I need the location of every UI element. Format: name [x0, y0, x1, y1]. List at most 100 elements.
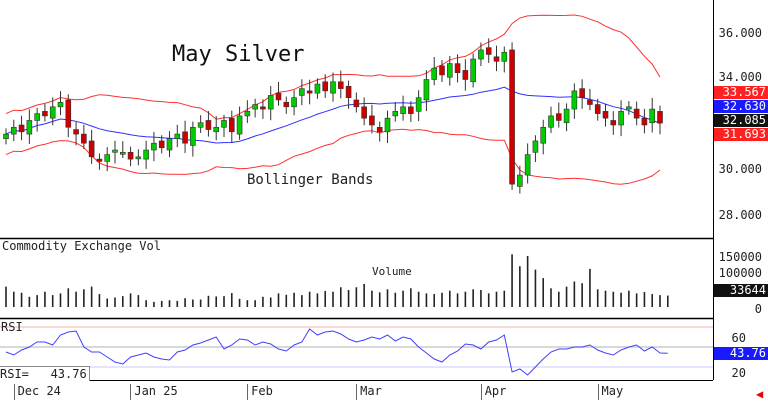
last-price-badge: 32.085: [714, 114, 768, 127]
rsi-tick: 60: [731, 331, 746, 345]
candle-body: [151, 142, 157, 151]
candle-body: [10, 126, 17, 135]
candle-body: [509, 49, 515, 185]
candle-body: [190, 126, 196, 146]
candle-body: [462, 70, 469, 80]
candle-body: [602, 111, 609, 119]
candle-body: [594, 104, 601, 114]
candle-body: [213, 126, 220, 133]
candle-body: [166, 138, 173, 151]
candle-body: [626, 106, 632, 110]
candle-body: [174, 133, 181, 139]
date-label: Feb: [247, 384, 273, 400]
candle-body: [369, 115, 375, 126]
candle-body: [182, 131, 188, 144]
upper-band-badge: 33.567: [714, 86, 768, 99]
candle-body: [454, 63, 461, 73]
candle-body: [400, 106, 406, 114]
candle-body: [618, 111, 624, 126]
rsi-panel-title: RSI: [1, 320, 23, 334]
date-label: Dec 24: [13, 384, 61, 400]
candle-body: [26, 120, 33, 135]
candle-body: [633, 108, 640, 119]
middle-band-badge: 32.630: [714, 100, 768, 113]
lower-bollinger-band: [5, 128, 661, 185]
price-tick: 30.000: [718, 162, 762, 176]
candle-body: [65, 99, 72, 128]
candle-body: [587, 99, 593, 105]
candle-body: [221, 120, 227, 128]
volume-label: Volume: [372, 265, 412, 278]
candle-body: [337, 81, 344, 89]
candle-body: [571, 90, 578, 110]
candle-body: [649, 108, 656, 124]
candle-body: [345, 86, 352, 98]
candle-body: [353, 99, 360, 108]
candle-body: [267, 95, 274, 110]
candle-body: [299, 88, 305, 96]
price-tick: 34.000: [718, 70, 762, 84]
volume-tick: 0: [754, 302, 762, 316]
candle-body: [415, 97, 422, 112]
candle-body: [104, 154, 111, 162]
candle-body: [517, 174, 523, 187]
lower-band-badge: 31.693: [714, 128, 768, 141]
candle-body: [197, 122, 204, 128]
candle-body: [478, 49, 484, 60]
candle-body: [579, 88, 585, 98]
candle-body: [49, 106, 56, 119]
candle-body: [384, 117, 391, 133]
candle-body: [275, 92, 282, 101]
candle-body: [73, 129, 79, 135]
candle-body: [657, 111, 663, 124]
candle-body: [532, 140, 539, 153]
candle-body: [641, 117, 648, 126]
candle-body: [610, 120, 617, 126]
candle-body: [555, 113, 562, 121]
last-rsi-badge: 43.76: [714, 347, 768, 360]
candle-body: [408, 106, 414, 114]
candle-body: [3, 133, 9, 139]
candle-body: [291, 97, 297, 108]
candle-body: [252, 104, 258, 110]
rsi-tick: 20: [731, 366, 746, 380]
date-label: Mar: [356, 384, 382, 400]
volume-tick: 100000: [718, 266, 762, 280]
candle-body: [57, 101, 64, 108]
candle-body: [236, 115, 243, 135]
candle-body: [244, 111, 251, 117]
candle-body: [81, 133, 87, 144]
scroll-left-arrow-icon[interactable]: ◀: [756, 387, 764, 401]
date-label: May: [597, 384, 623, 400]
candle-body: [524, 154, 531, 176]
candle-body: [439, 65, 445, 76]
candle-body: [119, 152, 126, 155]
middle-bollinger-band: [5, 86, 661, 144]
candle-body: [493, 56, 500, 62]
candle-body: [88, 140, 95, 158]
candle-body: [260, 106, 266, 110]
candle-body: [485, 47, 492, 55]
candle-body: [314, 83, 321, 94]
price-tick: 36.000: [718, 26, 762, 40]
price-tick: 28.000: [718, 208, 762, 222]
candle-body: [501, 51, 508, 62]
candle-body: [135, 156, 142, 160]
rsi-readout: RSI= 43.76: [0, 366, 90, 381]
candle-body: [540, 126, 547, 144]
candle-body: [112, 149, 118, 153]
chart-title: May Silver: [172, 42, 305, 67]
candle-body: [283, 101, 290, 108]
candle-body: [392, 111, 399, 117]
candle-body: [306, 90, 313, 94]
candle-body: [205, 120, 212, 130]
candle-body: [322, 81, 329, 92]
candle-body: [127, 152, 134, 160]
candle-body: [228, 117, 235, 133]
candle-body: [376, 126, 383, 133]
candle-body: [34, 113, 40, 121]
date-label: Jan 25: [130, 384, 178, 400]
candle-body: [361, 106, 367, 119]
last-volume-badge: 33644: [714, 284, 768, 297]
candle-body: [563, 108, 570, 124]
